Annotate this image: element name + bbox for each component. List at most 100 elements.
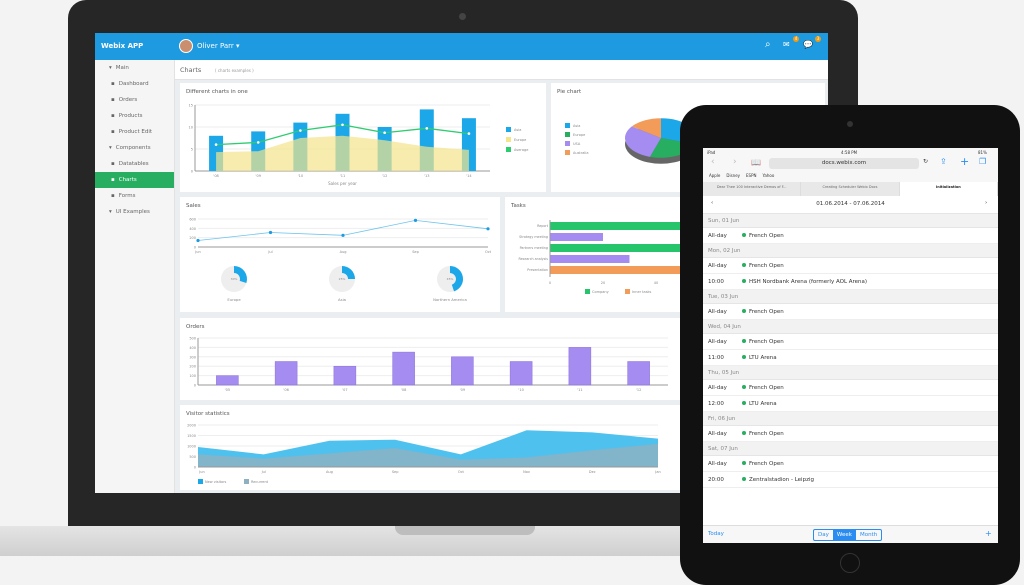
y-tick-label: 0 <box>191 170 193 174</box>
y-tick-label: 15 <box>189 104 193 108</box>
mode-month[interactable]: Month <box>859 532 878 538</box>
bookmark-link[interactable]: Apple <box>709 173 721 178</box>
mode-day[interactable]: Day <box>818 532 829 538</box>
bookmark-link[interactable]: Yahoo <box>762 173 775 178</box>
panel-sales: Sales 0 200 400 600 Jun Jul Aug Sep Oct 30% Europe 2… <box>180 197 500 312</box>
day-header: Wed, 04 Jun <box>703 320 998 334</box>
new-tab-icon[interactable]: + <box>960 155 970 168</box>
sidebar-item-product-edit[interactable]: ▪ Product Edit <box>95 124 174 140</box>
browser-tab[interactable]: Dear Thee 100 Interactive Demos of F... <box>703 182 802 196</box>
scheduler-footer: Today Day Week Month + <box>703 525 998 543</box>
event-title: French Open <box>749 339 784 345</box>
message-icon[interactable]: 💬 <box>803 40 813 49</box>
sidebar-item-main[interactable]: ▾ Main <box>95 60 174 76</box>
chevron-icon: ▾ <box>109 209 112 215</box>
sales-point <box>341 233 345 237</box>
browser-tab[interactable]: Initialization <box>899 182 998 196</box>
panel-title: Orders <box>186 324 205 330</box>
task-label: Strategy meeting <box>519 235 548 239</box>
event-dot <box>742 461 746 465</box>
legend-label: Asia <box>514 128 521 132</box>
x-tick-label: 20 <box>601 281 605 285</box>
bookmark-link[interactable]: ESPN <box>746 173 757 178</box>
event-item[interactable]: All-day French Open <box>703 258 998 274</box>
tabs-icon[interactable]: ❐ <box>979 157 987 166</box>
event-item[interactable]: 20:00 Zentralstadion - Leipzig <box>703 472 998 488</box>
event-dot <box>742 263 746 267</box>
menu-icon: ▪ <box>111 97 115 103</box>
panel-title: Sales <box>186 203 201 209</box>
mail-icon[interactable]: ✉ <box>783 40 790 49</box>
donut-label: Europe <box>227 297 241 302</box>
event-item[interactable]: All-day French Open <box>703 380 998 396</box>
y-tick-label: 400 <box>189 227 196 231</box>
bookmarks-icon[interactable]: 📖 <box>751 158 761 167</box>
donut-percent: 25% <box>339 277 346 281</box>
event-item[interactable]: 10:00 HSH Nordbank Arena (formerly AOL Ar… <box>703 274 998 290</box>
chevron-icon: ▾ <box>109 145 112 151</box>
bookmark-link[interactable]: Disney <box>726 173 741 178</box>
browser-tab[interactable]: Creating Scheduler Webix Docs <box>801 182 900 196</box>
task-label: Report <box>537 224 549 228</box>
event-item[interactable]: All-day French Open <box>703 304 998 320</box>
search-icon[interactable]: ⌕ <box>765 39 771 50</box>
event-title: French Open <box>749 263 784 269</box>
share-icon[interactable]: ⇪ <box>940 157 947 166</box>
legend-swatch <box>565 123 570 128</box>
x-tick-label: Aug <box>326 470 333 474</box>
sidebar-item-orders[interactable]: ▪ Orders <box>95 92 174 108</box>
y-tick-label: 5 <box>191 148 193 152</box>
event-title: French Open <box>749 431 784 437</box>
avatar[interactable] <box>179 39 193 53</box>
sales-point <box>413 218 418 222</box>
event-item[interactable]: All-day French Open <box>703 334 998 350</box>
next-week-icon[interactable]: › <box>985 200 988 206</box>
event-time: 12:00 <box>708 401 724 407</box>
legend-label: USA <box>573 142 581 146</box>
home-button[interactable] <box>840 553 860 573</box>
sidebar-item-label: UI Examples <box>115 209 150 215</box>
reload-icon[interactable]: ↻ <box>923 158 929 165</box>
sidebar-item-components[interactable]: ▾ Components <box>95 140 174 156</box>
x-tick-label: '11 <box>340 174 345 178</box>
x-tick-label: Oct <box>485 250 492 254</box>
forward-icon[interactable]: › <box>733 157 737 167</box>
url-field[interactable]: docs.webix.com <box>769 158 919 169</box>
legend-swatch <box>565 150 570 155</box>
mode-week[interactable]: Week <box>832 530 856 540</box>
add-event-button[interactable]: + <box>985 529 992 538</box>
legend-label: Europe <box>514 138 526 142</box>
event-time: 10:00 <box>708 279 724 285</box>
sales-point <box>486 227 490 231</box>
point-average <box>425 127 429 130</box>
prev-week-icon[interactable]: ‹ <box>711 200 714 206</box>
mail-badge: 4 <box>793 36 799 42</box>
x-tick-label: Oct <box>458 470 465 474</box>
back-icon[interactable]: ‹ <box>711 157 715 167</box>
sidebar-item-datatables[interactable]: ▪ Datatables <box>95 156 174 172</box>
today-button[interactable]: Today <box>708 531 724 537</box>
sidebar-item-ui-examples[interactable]: ▾ UI Examples <box>95 204 174 220</box>
event-title: LTU Arena <box>749 355 777 361</box>
task-bar <box>550 233 603 241</box>
sidebar-item-products[interactable]: ▪ Products <box>95 108 174 124</box>
sidebar-item-charts[interactable]: ▪ Charts <box>95 172 174 188</box>
bookmarks-bar: Apple Disney ESPN Yahoo <box>709 173 780 178</box>
sidebar-item-label: Main <box>115 65 129 71</box>
sidebar: ▾ Main ▪ Dashboard ▪ Orders ▪ Products ▪ Product … <box>95 60 175 493</box>
y-tick-label: 0 <box>194 466 196 470</box>
day-header: Thu, 05 Jun <box>703 366 998 380</box>
message-badge: 3 <box>815 36 821 42</box>
user-menu[interactable]: Oliver Parr ▾ <box>197 42 240 50</box>
event-item[interactable]: 12:00 LTU Arena <box>703 396 998 412</box>
sidebar-item-forms[interactable]: ▪ Forms <box>95 188 174 204</box>
sidebar-item-dashboard[interactable]: ▪ Dashboard <box>95 76 174 92</box>
event-item[interactable]: 11:00 LTU Arena <box>703 350 998 366</box>
panel-combo-chart: Different charts in one 0 5 10 15 '08 '09 '10 '1… <box>180 83 546 192</box>
event-item[interactable]: All-day French Open <box>703 426 998 442</box>
legend-label: New visitors <box>205 480 227 484</box>
event-dot <box>742 339 746 343</box>
event-item[interactable]: All-day French Open <box>703 228 998 244</box>
event-item[interactable]: All-day French Open <box>703 456 998 472</box>
order-bar <box>333 365 357 386</box>
